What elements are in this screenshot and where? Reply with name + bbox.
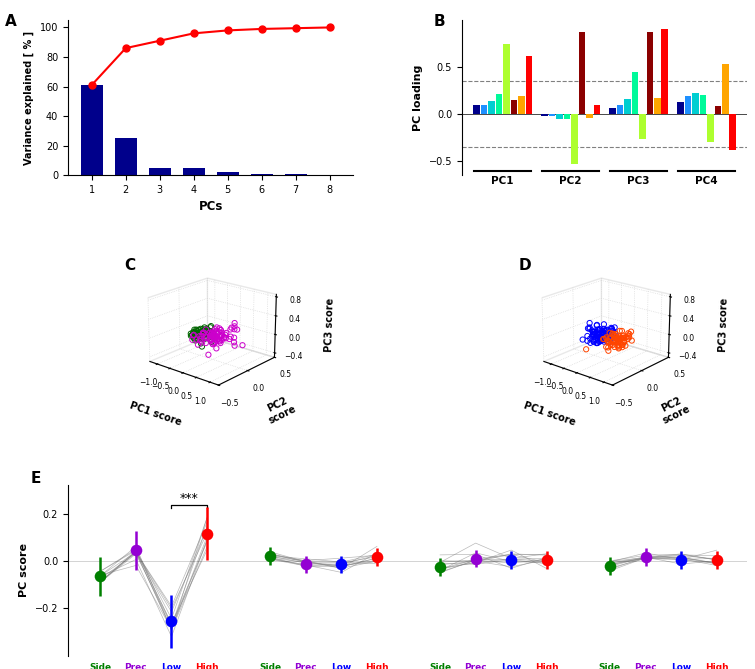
Bar: [722, 64, 729, 114]
Text: E: E: [30, 472, 41, 486]
Text: PC2: PC2: [559, 176, 582, 186]
Bar: [646, 32, 653, 114]
X-axis label: PCs: PCs: [199, 200, 223, 213]
Y-axis label: Variance explained [ % ]: Variance explained [ % ]: [24, 31, 34, 165]
Bar: [685, 96, 692, 114]
Text: Side: Side: [599, 663, 621, 669]
Text: C: C: [125, 258, 135, 272]
Bar: [714, 106, 721, 114]
Text: High: High: [365, 663, 389, 669]
Text: PC3: PC3: [627, 176, 650, 186]
Bar: [624, 99, 631, 114]
Text: High: High: [535, 663, 559, 669]
Bar: [525, 56, 532, 114]
Text: PC4: PC4: [695, 176, 718, 186]
Bar: [617, 104, 624, 114]
Text: Prec: Prec: [464, 663, 487, 669]
Text: High: High: [705, 663, 729, 669]
Point: [94, 571, 106, 581]
Point: [710, 555, 723, 565]
Point: [264, 551, 276, 561]
Bar: [149, 168, 171, 175]
Point: [300, 559, 312, 570]
Bar: [661, 29, 668, 114]
Bar: [488, 101, 495, 114]
Text: A: A: [5, 14, 17, 29]
Text: PC1: PC1: [492, 176, 514, 186]
Point: [505, 555, 517, 565]
Text: Low: Low: [331, 663, 352, 669]
Bar: [609, 108, 616, 114]
Text: Side: Side: [259, 663, 282, 669]
Text: ***: ***: [180, 492, 199, 504]
Text: D: D: [518, 258, 531, 272]
Bar: [473, 104, 480, 114]
Bar: [503, 43, 510, 114]
Text: Low: Low: [162, 663, 182, 669]
Bar: [692, 94, 699, 114]
Bar: [578, 32, 585, 114]
Bar: [593, 104, 600, 114]
Text: Prec: Prec: [294, 663, 317, 669]
Bar: [639, 114, 646, 139]
Bar: [556, 114, 563, 118]
Bar: [481, 104, 488, 114]
Bar: [586, 114, 593, 118]
Point: [201, 529, 213, 539]
Bar: [518, 96, 525, 114]
Text: Side: Side: [429, 663, 451, 669]
Point: [434, 561, 446, 572]
X-axis label: PC1 score: PC1 score: [128, 401, 183, 427]
Bar: [217, 172, 239, 175]
Text: Prec: Prec: [125, 663, 147, 669]
Y-axis label: PC2
score: PC2 score: [262, 393, 298, 425]
Text: B: B: [433, 14, 445, 29]
Bar: [632, 72, 638, 114]
Bar: [563, 114, 570, 118]
Y-axis label: PC loading: PC loading: [413, 64, 423, 130]
Text: Low: Low: [671, 663, 692, 669]
Bar: [510, 100, 517, 114]
Point: [470, 553, 482, 564]
Point: [165, 616, 177, 627]
Y-axis label: PC score: PC score: [19, 543, 29, 597]
Bar: [729, 114, 736, 150]
Point: [639, 552, 652, 563]
Bar: [549, 114, 556, 116]
Bar: [251, 174, 273, 175]
Text: Prec: Prec: [634, 663, 657, 669]
Text: Low: Low: [501, 663, 522, 669]
Point: [130, 545, 142, 555]
Point: [541, 555, 553, 565]
Y-axis label: PC2
score: PC2 score: [656, 393, 692, 425]
Bar: [81, 85, 103, 175]
Bar: [495, 94, 502, 114]
Bar: [115, 138, 137, 175]
X-axis label: PC1 score: PC1 score: [522, 401, 577, 427]
Point: [371, 552, 383, 563]
Bar: [183, 168, 205, 175]
Point: [604, 560, 616, 571]
Text: Side: Side: [89, 663, 112, 669]
Text: High: High: [196, 663, 219, 669]
Bar: [541, 114, 548, 116]
Bar: [571, 114, 578, 164]
Bar: [654, 98, 661, 114]
Point: [335, 559, 347, 570]
Bar: [707, 114, 713, 142]
Bar: [700, 95, 706, 114]
Point: [675, 555, 687, 565]
Bar: [677, 102, 684, 114]
